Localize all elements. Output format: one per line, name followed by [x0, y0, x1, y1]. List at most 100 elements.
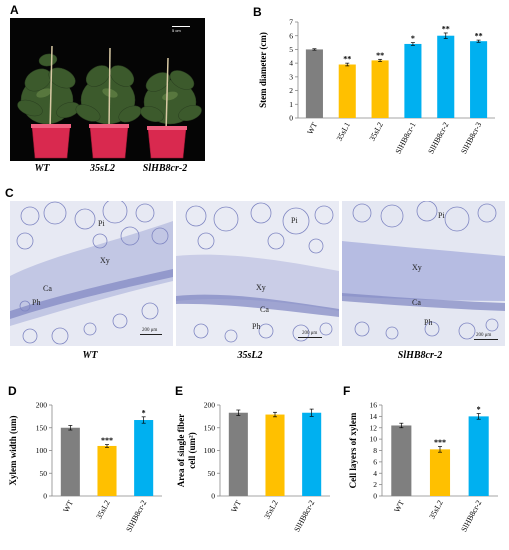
- x-tick-label: 35sL2: [368, 121, 385, 143]
- significance-label: ***: [434, 438, 446, 447]
- x-tick-label: 35sL1: [335, 121, 352, 143]
- micro-slhb8cr2-ca: Ca: [412, 298, 421, 307]
- y-tick-label: 1: [289, 100, 293, 109]
- micro-slhb8cr2-xy: Xy: [412, 263, 422, 272]
- y-tick-label: 0: [289, 114, 293, 123]
- y-tick-label: 5: [289, 45, 293, 54]
- micrograph-slhb8cr2: Pi Xy Ca Ph 200 μm: [342, 201, 505, 346]
- y-tick-label: 2: [289, 86, 293, 95]
- x-tick-label: SlHB8cr-2: [124, 499, 148, 534]
- micro-caption-slhb8cr2: SlHB8cr-2: [397, 350, 443, 361]
- chart-xylem-width: 0 50 100 150 200 Xylem width (um) WT *** 35sL2 * S…: [8, 401, 162, 534]
- panel-letter-c: C: [5, 186, 14, 200]
- micro-35sl2-pi: Pi: [291, 216, 298, 225]
- significance-label: **: [475, 32, 483, 41]
- y-tick-label: 7: [289, 18, 293, 27]
- plant-photo: 5 cm: [10, 18, 205, 161]
- bar: [470, 41, 488, 119]
- y-tick-label: 10: [370, 435, 378, 444]
- y-tick-label: 200: [36, 401, 48, 410]
- micro-wt-xy: Xy: [100, 256, 110, 265]
- y-tick-label: 0: [211, 492, 215, 501]
- significance-label: **: [376, 51, 384, 60]
- micro-caption-wt: WT: [82, 350, 98, 361]
- micro-caption-35sl2: 35sL2: [237, 350, 263, 361]
- x-tick-label: 35sL2: [94, 499, 111, 521]
- significance-label: **: [442, 24, 450, 33]
- y-tick-label: 100: [36, 446, 48, 455]
- micro-35sl2-ph: Ph: [252, 322, 261, 331]
- y-tick-label: 150: [204, 423, 216, 432]
- significance-label: *: [411, 34, 415, 43]
- x-tick-label: WT: [229, 499, 243, 514]
- micrograph-wt: Pi Xy Ca Ph 200 μm: [10, 201, 173, 346]
- photo-caption-slhb8cr2: SlHB8cr-2: [142, 163, 188, 174]
- y-tick-label: 50: [208, 469, 216, 478]
- x-tick-label: SlHB8cr-2: [459, 499, 483, 534]
- micrograph-35sl2-image: [176, 201, 339, 346]
- photo-scale-label: 5 cm: [172, 28, 181, 33]
- micro-wt-scale-bar: [140, 334, 162, 335]
- y-tick-label: 2: [373, 480, 377, 489]
- y-tick-label: 3: [289, 72, 293, 81]
- plant-photo-illustration: [17, 26, 202, 159]
- significance-label: ***: [101, 436, 113, 445]
- micro-slhb8cr2-ph: Ph: [424, 318, 433, 327]
- y-tick-label: 4: [289, 59, 293, 68]
- bar: [97, 445, 117, 496]
- x-tick-label: 35sL2: [427, 499, 444, 521]
- micro-35sl2-scale-label: 200 μm: [302, 331, 318, 336]
- x-tick-label: WT: [61, 499, 75, 514]
- y-tick-label: 14: [370, 412, 378, 421]
- bar: [468, 416, 489, 496]
- micro-wt-pi: Pi: [98, 219, 105, 228]
- bar: [429, 449, 451, 496]
- y-tick-label: 200: [204, 401, 216, 410]
- y-tick-label: 50: [40, 469, 48, 478]
- micro-slhb8cr2-pi: Pi: [438, 211, 445, 220]
- bar: [228, 412, 248, 496]
- chart-stem-diameter: 0 1 2 3 4 5 6 7 Stem diameter (cm) WT ** 35sL1 ** 35s…: [258, 18, 495, 156]
- y-tick-label: 0: [43, 492, 47, 501]
- bar: [437, 35, 455, 118]
- bar: [265, 414, 285, 496]
- y-tick-label: 4: [373, 469, 377, 478]
- bar: [302, 412, 322, 496]
- bar: [134, 420, 154, 496]
- significance-label: *: [142, 408, 146, 417]
- x-tick-label: SlHB8cr-2: [426, 121, 450, 156]
- bar: [391, 425, 412, 496]
- bar: [60, 427, 80, 496]
- x-tick-label: WT: [392, 499, 406, 514]
- y-tick-label: 150: [36, 423, 48, 432]
- y-tick-label: 100: [204, 446, 216, 455]
- x-tick-label: 35sL2: [262, 499, 279, 521]
- significance-label: **: [343, 55, 351, 64]
- y-axis-label: Stem diameter (cm): [258, 32, 268, 108]
- micro-wt-scale-label: 200 μm: [142, 328, 158, 333]
- panel-letter-b: B: [253, 5, 262, 19]
- x-tick-label: SlHB8cr-2: [292, 499, 316, 534]
- micro-35sl2-xy: Xy: [256, 283, 266, 292]
- micro-wt-ph: Ph: [32, 298, 41, 307]
- y-tick-label: 6: [373, 457, 377, 466]
- bar: [305, 49, 323, 118]
- photo-caption-35sl2: 35sL2: [90, 163, 115, 174]
- y-axis-label: Xylem width (um): [8, 416, 18, 486]
- bar: [404, 43, 422, 118]
- bar: [338, 64, 356, 118]
- micro-slhb8cr2-scale-bar: [474, 339, 498, 340]
- micro-wt-ca: Ca: [43, 284, 52, 293]
- x-tick-label: SlHB8cr-1: [394, 121, 418, 156]
- chart-xylem-cell-layers: 0 2 4 6 8 10 12 14 16 Cell layers of xylem WT *** 35…: [348, 401, 498, 534]
- y-tick-label: 8: [373, 446, 377, 455]
- chart-fiber-cell-area: 0 50 100 150 200 Area of single fiber cell (um…: [176, 401, 330, 534]
- y-axis-label: cell (um²): [187, 432, 197, 468]
- y-tick-label: 16: [370, 401, 378, 410]
- y-tick-label: 12: [370, 423, 378, 432]
- micrograph-slhb8cr2-image: [342, 201, 505, 346]
- panel-letter-e: E: [175, 384, 184, 398]
- y-axis-label: Area of single fiber: [176, 414, 186, 488]
- bar: [371, 60, 389, 118]
- x-tick-label: SlHB8cr-3: [459, 121, 483, 156]
